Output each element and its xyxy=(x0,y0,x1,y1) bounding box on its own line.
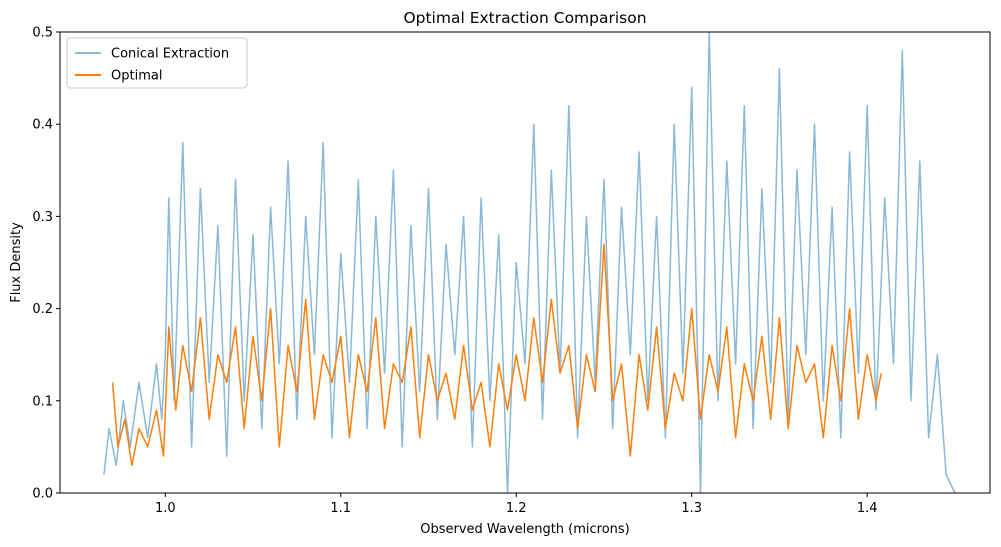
legend-box xyxy=(66,37,248,89)
y-axis-label: Flux Density xyxy=(9,222,24,303)
y-tick-label: 0.3 xyxy=(32,210,53,225)
legend: Conical Extraction Optimal xyxy=(66,37,248,89)
series-line-2 xyxy=(111,243,882,467)
x-tick-label: 1.4 xyxy=(857,501,878,516)
x-tick-label: 1.0 xyxy=(155,501,176,516)
chart-title: Optimal Extraction Comparison xyxy=(403,9,646,27)
y-tick-label: 0.2 xyxy=(32,302,53,317)
plot-frame xyxy=(59,31,991,494)
y-tick-label: 0.0 xyxy=(32,487,53,502)
y-tick-label: 0.5 xyxy=(32,26,53,41)
x-tick-label: 1.3 xyxy=(681,501,702,516)
legend-entry: Conical Extraction xyxy=(111,47,229,62)
x-axis: 1.0 1.1 1.2 1.3 1.4 xyxy=(155,493,878,516)
series-layer xyxy=(103,32,956,493)
series-line-1 xyxy=(103,32,956,493)
y-axis: 0.0 0.1 0.2 0.3 0.4 0.5 xyxy=(32,26,60,502)
legend-entry: Optimal xyxy=(111,69,162,84)
y-tick-label: 0.1 xyxy=(32,394,53,409)
y-tick-label: 0.4 xyxy=(32,118,53,133)
x-tick-label: 1.2 xyxy=(506,501,527,516)
x-tick-label: 1.1 xyxy=(330,501,351,516)
x-axis-label: Observed Wavelength (microns) xyxy=(420,522,630,537)
